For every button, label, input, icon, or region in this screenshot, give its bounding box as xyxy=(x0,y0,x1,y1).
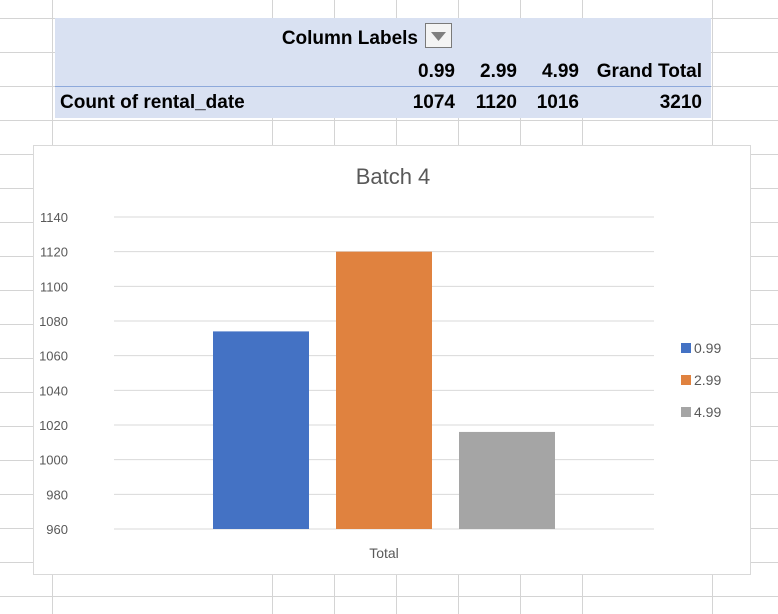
column-labels-filter-button[interactable] xyxy=(425,23,452,48)
bar-0-99[interactable] xyxy=(213,331,309,529)
y-axis-ticks: 960 980 1000 1020 1040 1060 1080 1100 1120 1140 xyxy=(39,210,68,537)
bar-2-99[interactable] xyxy=(336,251,432,529)
y-tick-label: 980 xyxy=(46,487,68,502)
legend-swatch xyxy=(681,343,691,353)
y-tick-label: 1040 xyxy=(39,383,68,398)
legend-swatch xyxy=(681,407,691,417)
legend-entry: 0.99 xyxy=(694,340,721,356)
chart-title: Batch 4 xyxy=(356,164,431,189)
column-header-grand-total: Grand Total xyxy=(596,61,702,82)
row-label-count-of-rental-date: Count of rental_date xyxy=(60,92,245,113)
y-tick-label: 1100 xyxy=(40,279,68,294)
pivot-row-band xyxy=(55,87,711,118)
x-category-label: Total xyxy=(369,545,399,561)
legend-swatch xyxy=(681,375,691,385)
column-labels-header: Column Labels xyxy=(281,28,418,49)
column-header-0-99: 0.99 xyxy=(418,61,455,82)
chevron-down-icon xyxy=(431,32,446,41)
cell-value-4-99: 1016 xyxy=(536,92,579,113)
chart-canvas: Batch 4 960 980 1000 1020 1040 1060 1080 1100 11… xyxy=(39,164,721,561)
y-tick-label: 1060 xyxy=(39,349,68,364)
y-tick-label: 1120 xyxy=(40,245,68,260)
cell-value-2-99: 1120 xyxy=(475,92,517,113)
bar-4-99[interactable] xyxy=(459,431,555,529)
pivot-header-band xyxy=(55,18,711,86)
pivot-table: Column Labels 0.99 2.99 4.99 Grand Total… xyxy=(0,0,778,120)
cell-value-grand-total: 3210 xyxy=(659,92,702,113)
y-tick-label: 1080 xyxy=(39,314,68,329)
y-tick-label: 960 xyxy=(46,522,68,537)
pivot-divider xyxy=(55,86,711,87)
bar-chart[interactable]: Batch 4 960 980 1000 1020 1040 1060 1080 1100 11… xyxy=(33,145,751,575)
y-tick-label: 1000 xyxy=(39,453,68,468)
y-tick-label: 1020 xyxy=(39,418,68,433)
y-tick-label: 1140 xyxy=(40,210,68,225)
cell-value-0-99: 1074 xyxy=(412,92,455,113)
legend-entry: 2.99 xyxy=(694,372,721,388)
legend-entry: 4.99 xyxy=(694,404,721,420)
bars xyxy=(213,251,555,529)
x-axis-categories: Total xyxy=(369,545,399,561)
legend: 0.99 2.99 4.99 xyxy=(681,340,721,420)
column-header-4-99: 4.99 xyxy=(542,61,579,82)
column-header-2-99: 2.99 xyxy=(480,61,517,82)
